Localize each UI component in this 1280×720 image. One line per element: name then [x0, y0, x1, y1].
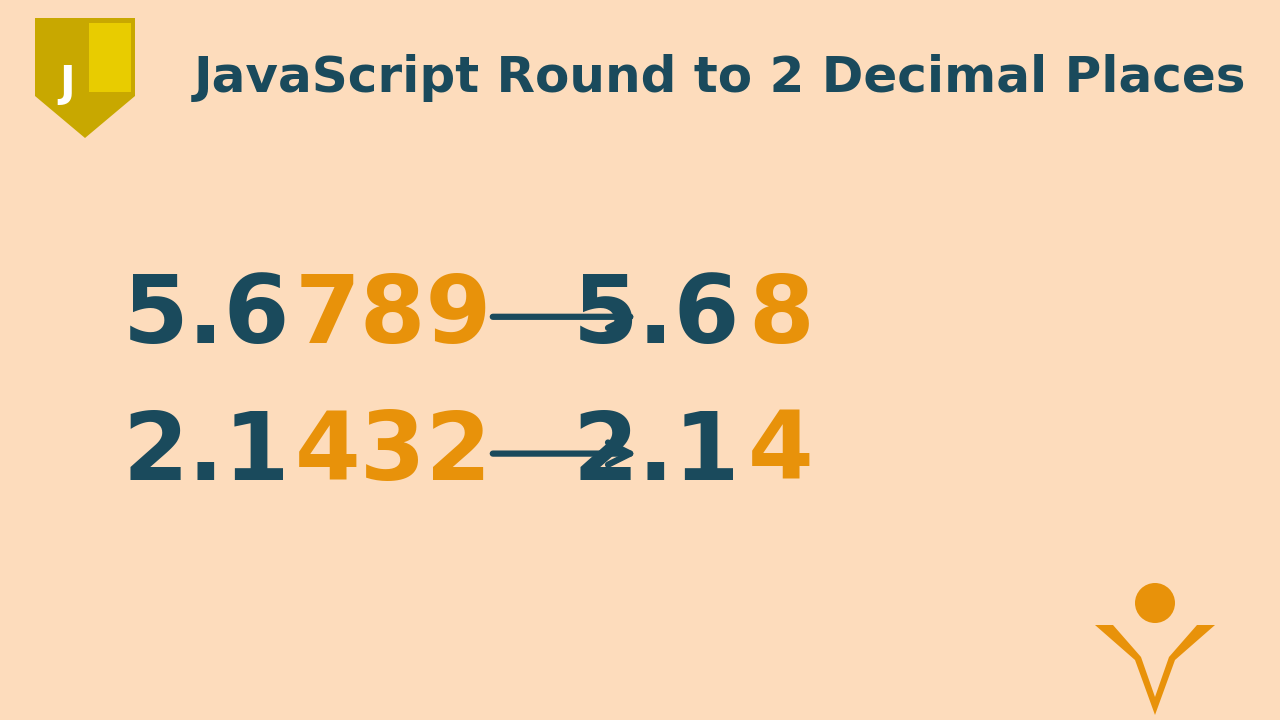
Polygon shape	[35, 18, 134, 138]
Text: JavaScript Round to 2 Decimal Places: JavaScript Round to 2 Decimal Places	[193, 54, 1247, 102]
Text: 8: 8	[748, 271, 814, 363]
Text: 432: 432	[294, 408, 493, 500]
Text: 5.6: 5.6	[572, 271, 740, 363]
Text: 5.6: 5.6	[123, 271, 291, 363]
Circle shape	[1135, 583, 1175, 623]
Text: J: J	[59, 63, 74, 105]
Text: 2.1: 2.1	[572, 408, 740, 500]
Text: 5: 5	[93, 57, 120, 95]
Text: 789: 789	[294, 271, 493, 363]
Text: 4: 4	[748, 408, 814, 500]
Text: 2.1: 2.1	[123, 408, 291, 500]
Polygon shape	[1094, 625, 1215, 715]
Polygon shape	[90, 23, 131, 92]
